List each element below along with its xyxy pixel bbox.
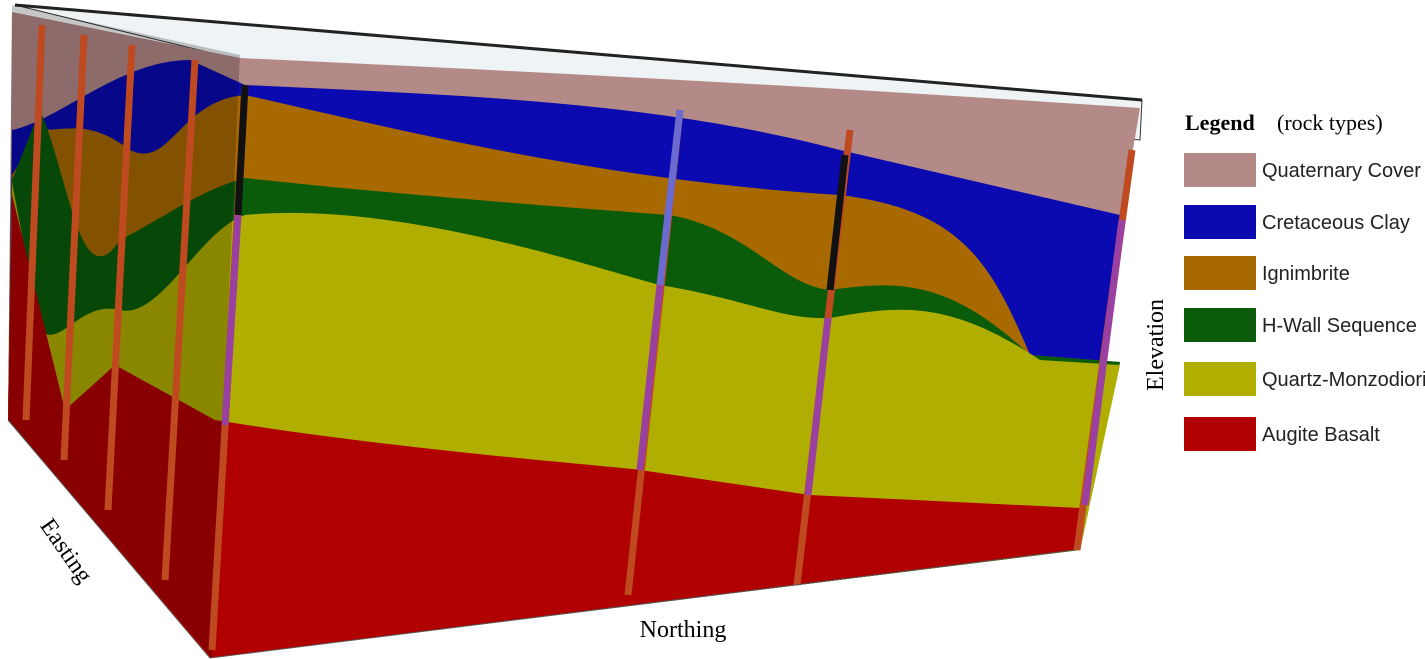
boreholes — [22, 24, 1136, 651]
legend-label: Quaternary Cover — [1262, 160, 1421, 182]
borehole-segment — [221, 214, 242, 426]
borehole — [22, 24, 46, 421]
legend-label: Quartz-Monzodiorite — [1262, 369, 1425, 391]
layer-basalt — [8, 195, 1080, 658]
borehole — [161, 59, 199, 581]
borehole-segment — [636, 284, 664, 471]
left-face-shade — [8, 5, 240, 658]
borehole-segment — [234, 84, 249, 216]
borehole — [104, 44, 136, 511]
elevation-label: Elevation — [1143, 299, 1169, 391]
legend-subtitle: (rock types) — [1277, 110, 1383, 135]
borehole — [60, 34, 88, 461]
borehole-segment — [826, 154, 849, 291]
easting-label: Easting — [34, 514, 97, 588]
legend: Legend (rock types) Quaternary Cover Cret… — [1184, 110, 1425, 451]
legend-swatch — [1184, 308, 1256, 342]
legend-label: Cretaceous Clay — [1262, 212, 1410, 234]
legend-label: Ignimbrite — [1262, 263, 1350, 285]
top-edge — [14, 3, 1143, 102]
borehole-segment — [656, 109, 684, 286]
model-block — [7, 3, 1143, 659]
legend-title: Legend — [1185, 110, 1255, 135]
northing-label: Northing — [640, 617, 727, 643]
borehole-segment — [804, 317, 832, 496]
legend-swatch — [1184, 205, 1256, 239]
legend-swatch — [1184, 417, 1256, 451]
legend-label: H-Wall Sequence — [1262, 315, 1417, 337]
legend-label: Augite Basalt — [1262, 424, 1380, 446]
legend-swatch — [1184, 153, 1256, 187]
borehole-segment — [1081, 219, 1126, 506]
legend-swatch — [1184, 256, 1256, 290]
legend-items: Quaternary Cover Cretaceous Clay Ignimbrit… — [1184, 153, 1425, 451]
legend-swatch — [1184, 362, 1256, 396]
base-edge — [7, 419, 1076, 659]
